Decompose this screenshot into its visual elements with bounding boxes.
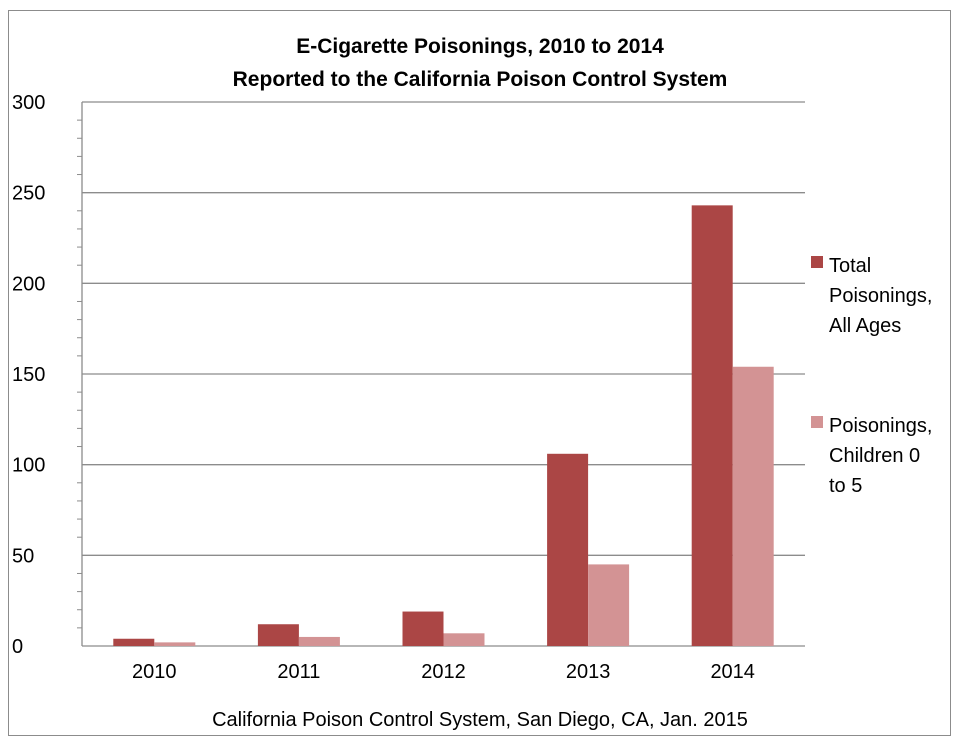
y-tick-label-0: 0 <box>12 636 23 658</box>
bar-2012-series-2 <box>443 633 485 646</box>
bar-2012-series-1 <box>402 611 444 646</box>
bar-2013-series-1 <box>547 453 589 646</box>
x-tick-labels: 2010 2011 2012 2013 2014 <box>132 661 755 683</box>
y-tick-labels: 0 50 100 150 200 250 300 <box>12 92 45 658</box>
source-note: California Poison Control System, San Di… <box>212 709 748 731</box>
x-tick-label-2010: 2010 <box>132 661 177 683</box>
legend-label-1-line-3: All Ages <box>829 315 901 337</box>
y-tick-label-150: 150 <box>12 364 45 386</box>
bar-2011-series-1 <box>257 624 299 646</box>
chart-title: E-Cigarette Poisonings, 2010 to 2014 Repo… <box>233 35 728 91</box>
legend-swatch-1 <box>811 256 823 268</box>
bar-2014-series-2 <box>732 366 774 646</box>
legend-label-2-line-2: Children 0 <box>829 445 920 467</box>
chart-title-line-2: Reported to the California Poison Contro… <box>233 68 728 91</box>
legend-swatch-2 <box>811 416 823 428</box>
legend-label-1-line-1: Total <box>829 255 871 277</box>
legend-label-1-line-2: Poisonings, <box>829 285 932 307</box>
bar-2013-series-2 <box>588 564 630 646</box>
x-tick-label-2014: 2014 <box>710 661 755 683</box>
x-tick-label-2011: 2011 <box>277 661 320 683</box>
chart-frame <box>8 10 951 736</box>
bar-2014-series-1 <box>691 205 733 647</box>
y-tick-label-200: 200 <box>12 273 45 295</box>
legend-label-2-line-3: to 5 <box>829 475 862 497</box>
legend-label-2-line-1: Poisonings, <box>829 415 932 437</box>
bar-2010-series-2 <box>154 642 196 646</box>
chart-title-line-1: E-Cigarette Poisonings, 2010 to 2014 <box>296 35 664 58</box>
x-tick-label-2013: 2013 <box>566 661 611 683</box>
x-tick-label-2012: 2012 <box>421 661 466 683</box>
y-tick-label-300: 300 <box>12 92 45 114</box>
gridlines <box>82 101 805 556</box>
y-tick-label-250: 250 <box>12 183 45 205</box>
bar-2010-series-1 <box>113 638 155 646</box>
y-tick-label-50: 50 <box>12 545 34 567</box>
bars <box>113 205 774 647</box>
y-tick-label-100: 100 <box>12 455 45 477</box>
legend: Total Poisonings, All Ages Poisonings, Child… <box>811 255 932 497</box>
bar-2011-series-2 <box>298 636 340 646</box>
